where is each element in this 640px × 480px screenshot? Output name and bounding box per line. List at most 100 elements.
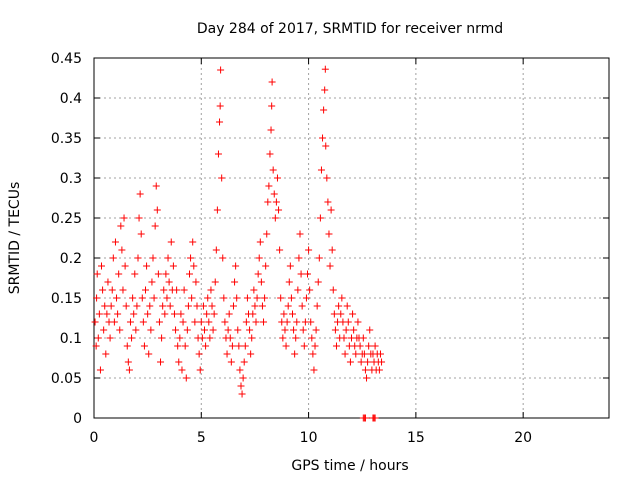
data-point [192, 278, 200, 286]
y-tick-label: 0 [73, 411, 82, 427]
data-point [236, 366, 244, 374]
data-point [149, 254, 157, 262]
data-point [221, 318, 229, 326]
data-point [118, 246, 126, 254]
data-point [162, 270, 170, 278]
data-point [164, 254, 172, 262]
data-point [197, 318, 205, 326]
data-point [103, 310, 111, 318]
data-point [101, 302, 109, 310]
data-point [231, 278, 239, 286]
data-point [264, 198, 272, 206]
data-point [122, 302, 130, 310]
data-point [258, 302, 266, 310]
data-point [154, 270, 162, 278]
data-point [125, 366, 133, 374]
chart-title: Day 284 of 2017, SRMTID for receiver nrm… [197, 21, 503, 37]
data-point [199, 302, 207, 310]
data-point [371, 342, 379, 350]
data-point [226, 334, 234, 342]
data-point [298, 302, 306, 310]
data-point [170, 310, 178, 318]
data-point [185, 270, 193, 278]
data-point [346, 358, 354, 366]
data-point [268, 102, 276, 110]
data-point [280, 310, 288, 318]
data-point [155, 318, 163, 326]
data-point [375, 366, 383, 374]
data-point [152, 182, 160, 190]
data-point [120, 214, 128, 222]
data-point [312, 326, 320, 334]
data-point [173, 286, 181, 294]
data-point [242, 318, 250, 326]
data-point [300, 342, 308, 350]
data-point [167, 238, 175, 246]
data-point [205, 318, 213, 326]
data-point [161, 310, 169, 318]
data-point [115, 270, 123, 278]
data-point [253, 294, 261, 302]
data-point [146, 302, 154, 310]
data-point [344, 318, 352, 326]
data-point [124, 358, 132, 366]
data-points [91, 65, 386, 422]
data-point [153, 206, 161, 214]
data-point [246, 326, 254, 334]
data-point [184, 302, 192, 310]
data-point [137, 230, 145, 238]
x-tick-label: 5 [197, 430, 206, 446]
data-point [93, 270, 101, 278]
data-point [288, 310, 296, 318]
data-point [327, 206, 335, 214]
data-point [240, 358, 248, 366]
data-point [279, 334, 287, 342]
data-point [261, 294, 269, 302]
data-point [322, 142, 330, 150]
data-point [270, 190, 278, 198]
data-point [147, 326, 155, 334]
data-point [378, 358, 386, 366]
data-point [285, 278, 293, 286]
data-point [229, 302, 237, 310]
data-point [357, 358, 365, 366]
data-point [223, 350, 231, 358]
data-point [321, 65, 329, 73]
data-point [331, 326, 339, 334]
y-tick-label: 0.1 [60, 331, 82, 347]
data-point [166, 302, 174, 310]
data-point [138, 294, 146, 302]
data-point [247, 350, 255, 358]
data-point [204, 294, 212, 302]
data-point [182, 374, 190, 382]
data-point [210, 310, 218, 318]
data-point [275, 206, 283, 214]
data-point [214, 150, 222, 158]
data-point [93, 294, 101, 302]
data-point [342, 326, 350, 334]
data-point [129, 294, 137, 302]
data-point [142, 286, 149, 294]
data-point [114, 310, 122, 318]
data-point [201, 326, 209, 334]
data-point [251, 302, 259, 310]
data-point [371, 414, 379, 422]
y-tick-label: 0.05 [51, 371, 82, 387]
data-point [92, 342, 100, 350]
data-point [148, 278, 156, 286]
y-tick-label: 0.4 [60, 91, 82, 107]
data-point [206, 334, 214, 342]
data-point [314, 278, 322, 286]
data-point [176, 334, 184, 342]
data-point [257, 278, 265, 286]
data-point [272, 198, 280, 206]
plot-frame [93, 57, 610, 419]
data-point [254, 270, 262, 278]
data-point [243, 294, 251, 302]
data-point [302, 294, 310, 302]
data-point [159, 302, 167, 310]
data-point [126, 318, 134, 326]
y-tick-label: 0.3 [60, 171, 82, 187]
data-point [188, 294, 196, 302]
